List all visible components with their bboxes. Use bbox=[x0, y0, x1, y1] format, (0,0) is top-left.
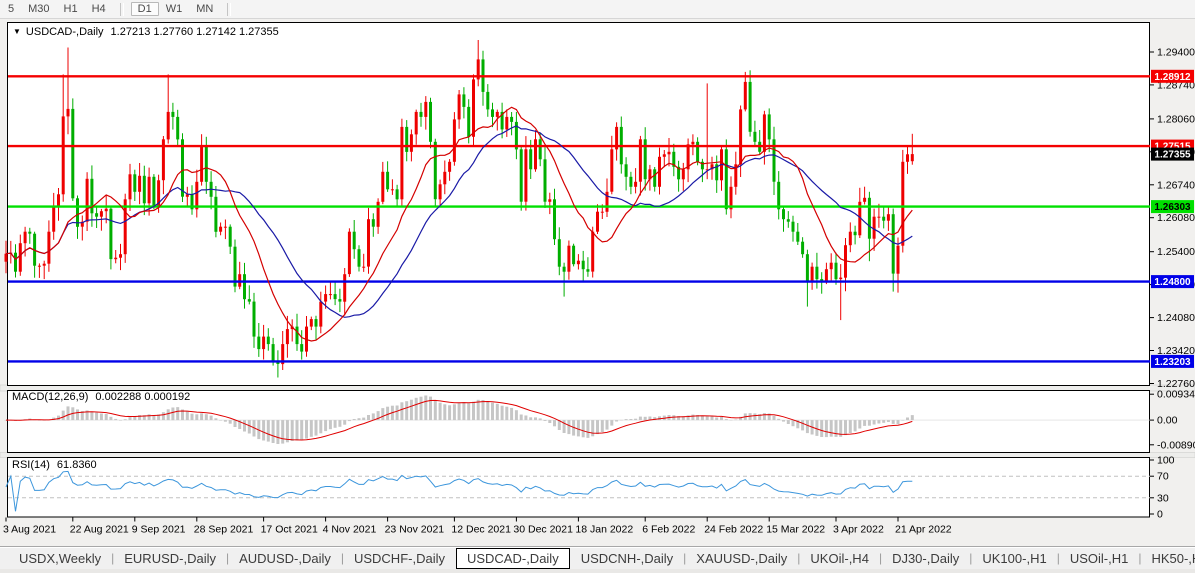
macd-indicator bbox=[4, 395, 1150, 444]
tab-ukoil-h4[interactable]: UKOil-,H4 bbox=[810, 550, 869, 566]
ma-fast-line bbox=[5, 106, 913, 342]
tab-usdcnh-daily[interactable]: USDCNH-,Daily bbox=[580, 550, 674, 566]
price-tick-label: 1.25400 bbox=[1157, 246, 1195, 258]
rsi-label: RSI(14) 61.8360 bbox=[12, 459, 97, 471]
tab-separator: | bbox=[1138, 551, 1142, 565]
timeframe-button-h4[interactable]: H4 bbox=[91, 3, 106, 15]
tab-separator: | bbox=[797, 551, 801, 565]
date-label: 6 Feb 2022 bbox=[642, 524, 695, 536]
rsi-line bbox=[5, 470, 913, 512]
date-label: 22 Aug 2021 bbox=[70, 524, 129, 536]
rsi-indicator bbox=[5, 470, 1150, 512]
tab-usoil-h1[interactable]: USOil-,H1 bbox=[1069, 550, 1129, 566]
date-label: 9 Sep 2021 bbox=[132, 524, 186, 536]
macd-values: 0.002288 0.000192 bbox=[95, 391, 191, 403]
chart-area[interactable]: 1.294001.287401.280601.274001.267401.260… bbox=[0, 20, 1195, 545]
tab-separator: | bbox=[969, 551, 973, 565]
price-badge: 1.27355 bbox=[1154, 150, 1191, 161]
date-label: 15 Mar 2022 bbox=[766, 524, 825, 536]
rsi-name: RSI(14) bbox=[12, 459, 50, 471]
macd-name: MACD(12,26,9) bbox=[12, 391, 89, 403]
date-label: 12 Dec 2021 bbox=[451, 524, 511, 536]
tab-separator: | bbox=[111, 551, 115, 565]
ohlc-values: 1.27213 1.27760 1.27142 1.27355 bbox=[110, 26, 279, 38]
tab-uk100-h1[interactable]: UK100-,H1 bbox=[982, 550, 1047, 566]
rsi-tick-label: 30 bbox=[1157, 492, 1169, 504]
tab-separator: | bbox=[1056, 551, 1060, 565]
date-label: 18 Jan 2022 bbox=[575, 524, 633, 536]
tab-separator: | bbox=[340, 551, 344, 565]
tab-eurusd-daily[interactable]: EURUSD-,Daily bbox=[124, 550, 216, 566]
tab-xauusd-daily[interactable]: XAUUSD-,Daily bbox=[696, 550, 788, 566]
date-label: 4 Nov 2021 bbox=[323, 524, 377, 536]
tab-separator: | bbox=[225, 551, 230, 565]
tab-separator: | bbox=[683, 551, 687, 565]
price-badge: 1.24800 bbox=[1154, 277, 1191, 288]
date-axis[interactable]: 3 Aug 2021 22 Aug 2021 9 Sep 2021 28 Sep 20… bbox=[3, 517, 952, 536]
timeframe-button-5[interactable]: 5 bbox=[8, 3, 15, 15]
horizontal-level-lines[interactable] bbox=[8, 75, 1150, 363]
timeframe-button-w1[interactable]: W1 bbox=[165, 3, 183, 15]
price-tick-label: 1.26080 bbox=[1157, 212, 1195, 224]
tab-usdx-weekly[interactable]: USDX,Weekly bbox=[19, 550, 102, 566]
rsi-value: 61.8360 bbox=[56, 459, 97, 471]
chart-panels bbox=[7, 22, 1150, 518]
price-badge: 1.23203 bbox=[1154, 357, 1191, 368]
price-tick-label: 1.23420 bbox=[1157, 345, 1195, 357]
date-label: 30 Dec 2021 bbox=[513, 524, 573, 536]
tab-audusd-daily[interactable]: AUDUSD-,Daily bbox=[239, 550, 331, 566]
timeframe-button-h1[interactable]: H1 bbox=[63, 3, 78, 15]
date-label: 28 Sep 2021 bbox=[194, 524, 254, 536]
rsi-tick-label: 100 bbox=[1157, 455, 1175, 467]
rsi-tick-label: 0 bbox=[1157, 509, 1163, 521]
price-badges: 1.28912 1.27515 1.26303 1.24800 1.23203 1.273… bbox=[1151, 69, 1194, 368]
timeframe-button-m30[interactable]: M30 bbox=[28, 3, 50, 15]
tab-usdchf-daily[interactable]: USDCHF-,Daily bbox=[353, 550, 445, 566]
price-axis[interactable]: 1.294001.287401.280601.274001.267401.260… bbox=[1150, 47, 1195, 391]
window-bottom-edge bbox=[0, 569, 1195, 573]
chart-title: ▼ USDCAD-,Daily 1.27213 1.27760 1.27142 1.… bbox=[13, 26, 279, 38]
date-label: 24 Feb 2022 bbox=[704, 524, 763, 536]
timeframe-button-mn[interactable]: MN bbox=[196, 3, 214, 15]
macd-axis[interactable]: 0.009345 0.00 -0.008902 bbox=[1150, 389, 1195, 452]
price-tick-label: 1.26740 bbox=[1157, 179, 1195, 191]
price-badge: 1.26303 bbox=[1154, 202, 1191, 213]
tab-usdcad-daily[interactable]: USDCAD-,Daily bbox=[455, 547, 570, 569]
date-label: 17 Oct 2021 bbox=[261, 524, 318, 536]
rsi-axis[interactable]: 100 70 30 0 bbox=[1150, 455, 1175, 521]
macd-tick-label: 0.00 bbox=[1157, 415, 1178, 427]
date-label: 21 Apr 2022 bbox=[895, 524, 952, 536]
macd-signal-line bbox=[6, 399, 913, 441]
toolbar-separator bbox=[119, 2, 124, 16]
symbol-name: USDCAD-,Daily bbox=[25, 26, 104, 38]
timeframe-button-d1[interactable]: D1 bbox=[130, 2, 159, 16]
tab-hk50-h1[interactable]: HK50-,H1 bbox=[1151, 550, 1195, 566]
date-label: 3 Aug 2021 bbox=[3, 524, 56, 536]
date-label: 3 Apr 2022 bbox=[833, 524, 884, 536]
date-label: 23 Nov 2021 bbox=[385, 524, 445, 536]
macd-tick-label: -0.008902 bbox=[1157, 439, 1195, 451]
price-badge: 1.27515 bbox=[1154, 142, 1191, 153]
macd-label: MACD(12,26,9) 0.002288 0.000192 bbox=[12, 391, 190, 403]
price-tick-label: 1.22760 bbox=[1157, 378, 1195, 390]
symbol-dropdown-icon[interactable]: ▼ bbox=[13, 27, 21, 36]
ma-slow-line bbox=[5, 125, 913, 318]
price-tick-label: 1.28060 bbox=[1157, 113, 1195, 125]
price-tick-label: 1.29400 bbox=[1157, 47, 1195, 59]
chart-tab-bar: USDX,Weekly | EURUSD-,Daily | AUDUSD-,Daily |… bbox=[0, 546, 1195, 569]
price-badge: 1.28912 bbox=[1154, 72, 1191, 83]
rsi-panel[interactable] bbox=[7, 457, 1150, 518]
price-tick-label: 1.24080 bbox=[1157, 312, 1195, 324]
toolbar-separator bbox=[227, 2, 232, 16]
rsi-tick-label: 70 bbox=[1157, 471, 1169, 483]
timeframe-toolbar: 5 M30 H1 H4 D1 W1 MN bbox=[0, 0, 1195, 19]
macd-tick-label: 0.009345 bbox=[1157, 389, 1195, 401]
candlestick-series bbox=[4, 40, 914, 378]
tab-dj30-daily[interactable]: DJ30-,Daily bbox=[892, 550, 960, 566]
tab-separator: | bbox=[878, 551, 883, 565]
